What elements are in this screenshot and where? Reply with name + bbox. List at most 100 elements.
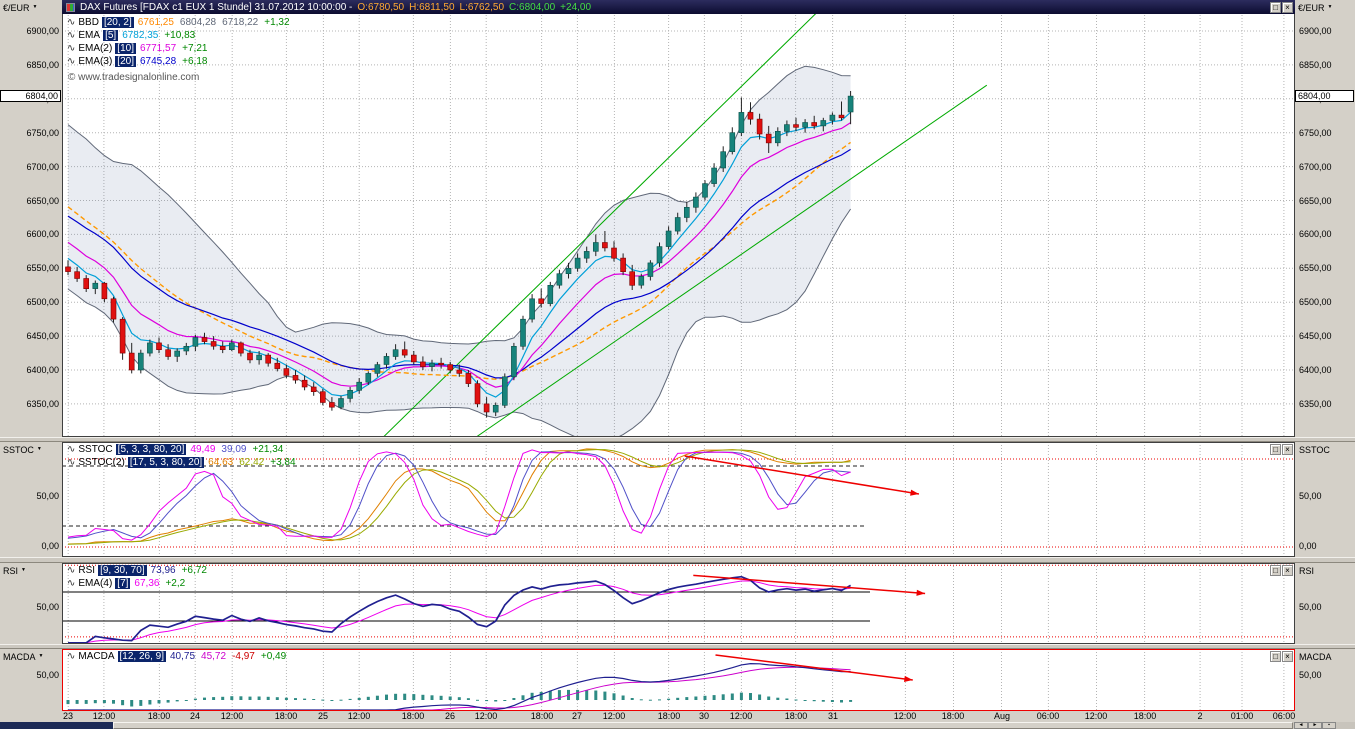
- chevron-down-icon: ▼: [21, 567, 26, 573]
- maximize-button[interactable]: □: [1270, 565, 1281, 576]
- time-axis[interactable]: 23 12:00 18:00 24 12:00 18:00 25 12:00 18:00 26 12…: [62, 711, 1295, 722]
- legend-name: SSTOC: [78, 444, 113, 455]
- panel-label-macda-right: MACDA: [1299, 652, 1332, 662]
- price-axis-left[interactable]: €/EUR ▼ 6804,00 6900,006850,006800,00675…: [0, 0, 62, 437]
- chevron-down-icon: ▼: [38, 653, 44, 659]
- legend-row-ema(4)[interactable]: ∿ EMA(4) [7] 67,36 +2,2: [67, 577, 213, 590]
- legend-params[interactable]: [5, 3, 3, 80, 20]: [115, 444, 187, 455]
- macda-axis-left[interactable]: MACDA ▼ 50,00: [0, 649, 62, 711]
- legend-row-ema(3)[interactable]: ∿ EMA(3) [20] 6745,28 +6,18: [67, 55, 296, 68]
- time-label: 24: [189, 711, 201, 721]
- price-label: 6500,00: [1299, 297, 1332, 307]
- scroll-left-button[interactable]: ◄: [1294, 722, 1308, 729]
- scroll-grip-button[interactable]: ▪: [1322, 722, 1336, 729]
- title-part: +24,00: [560, 1, 592, 13]
- close-button[interactable]: ×: [1282, 2, 1293, 13]
- time-label: 18:00: [147, 711, 171, 721]
- instrument-selector-left[interactable]: €/EUR ▼: [3, 2, 37, 13]
- price-label: 6700,00: [1299, 162, 1332, 172]
- legend-row-bbd[interactable]: ∿ BBD [20, 2] 6761,25 6804,28 6718,22 +1,32: [67, 16, 296, 29]
- title-part: L:6762,50: [459, 1, 505, 13]
- legend-name: EMA(4): [78, 578, 113, 589]
- legend-row-ema(2)[interactable]: ∿ EMA(2) [10] 6771,57 +7,21: [67, 42, 296, 55]
- legend-value: 6771,57: [139, 43, 177, 54]
- rsi-axis-left[interactable]: RSI ▼ 50,00: [0, 563, 62, 644]
- rsi-axis-right[interactable]: RSI 50,00: [1295, 563, 1355, 644]
- rsi-chart[interactable]: [62, 563, 1295, 644]
- maximize-button[interactable]: □: [1270, 651, 1281, 662]
- legend-row-ema[interactable]: ∿ EMA [5] 6782,35 +10,83: [67, 29, 296, 42]
- rsi-panel: RSI ▼ 50,00 ∿ RSI [9, 30, 70] 73,96 +6,72 ∿ EM…: [0, 563, 1355, 644]
- legend-value: 45,72: [201, 651, 227, 662]
- scale-label: 50,00: [36, 491, 59, 501]
- price-label: 6600,00: [1299, 229, 1332, 239]
- panel-splitter[interactable]: [0, 644, 1355, 649]
- legend-params[interactable]: [20]: [115, 56, 136, 67]
- indicator-icon: ∿: [67, 56, 76, 67]
- instrument-selector-label: €/EUR: [1298, 2, 1325, 13]
- panel-selector-sstoc[interactable]: SSTOC ▼: [3, 444, 42, 455]
- chart-titlebar[interactable]: DAX Futures [FDAX c1 EUX 1 Stunde] 31.07…: [62, 0, 1295, 14]
- panel-selector-macda[interactable]: MACDA ▼: [3, 651, 43, 662]
- legend-params[interactable]: [5]: [103, 30, 119, 41]
- macda-axis-right[interactable]: MACDA 50,00: [1295, 649, 1355, 711]
- close-button[interactable]: ×: [1282, 444, 1293, 455]
- legend-row-macda[interactable]: ∿ MACDA [12, 26, 9] 40,75 45,72 -4,97 +0,49: [67, 650, 292, 663]
- panel-splitter[interactable]: [0, 557, 1355, 563]
- scrollbar-thumb[interactable]: [113, 722, 1293, 729]
- panel-selector-rsi[interactable]: RSI ▼: [3, 565, 26, 576]
- price-label: 6750,00: [26, 128, 59, 138]
- time-label: 18:00: [401, 711, 425, 721]
- title-part: O:6780,50: [357, 1, 405, 13]
- instrument-selector-right[interactable]: €/EUR ▼: [1298, 2, 1332, 13]
- legend-row-rsi[interactable]: ∿ RSI [9, 30, 70] 73,96 +6,72: [67, 564, 213, 577]
- price-label: 6850,00: [1299, 60, 1332, 70]
- panel-selector-label: RSI: [3, 565, 19, 576]
- time-label: 30: [698, 711, 710, 721]
- legend-name: SSTOC(2): [78, 457, 125, 468]
- legend-row-sstoc[interactable]: ∿ SSTOC [5, 3, 3, 80, 20] 49,49 39,09 +21,34: [67, 443, 302, 456]
- sstoc-panel: SSTOC ▼ 50,00 0,00 ∿ SSTOC [5, 3, 3, 80, 20…: [0, 442, 1355, 557]
- price-label: 6750,00: [1299, 128, 1332, 138]
- price-label: 6850,00: [26, 60, 59, 70]
- scale-label: 0,00: [41, 541, 59, 551]
- close-button[interactable]: ×: [1282, 651, 1293, 662]
- price-axis-right[interactable]: €/EUR ▼ 6804,00 6900,006850,006800,00675…: [1295, 0, 1355, 437]
- scrollbar-left-block: [0, 722, 113, 729]
- maximize-button[interactable]: □: [1270, 2, 1281, 13]
- sstoc-axis-right[interactable]: SSTOC 50,00 0,00: [1295, 442, 1355, 557]
- price-label: 6650,00: [1299, 196, 1332, 206]
- legend-value: 6782,35: [122, 30, 159, 41]
- price-label: 6650,00: [26, 196, 59, 206]
- legend-params[interactable]: [17, 5, 3, 80, 20]: [127, 457, 205, 468]
- macda-legend: ∿ MACDA [12, 26, 9] 40,75 45,72 -4,97 +0,49: [67, 650, 292, 663]
- panel-selector-label: SSTOC: [3, 444, 34, 455]
- instrument-selector-label: €/EUR: [3, 2, 30, 13]
- scroll-right-button[interactable]: ►: [1308, 722, 1322, 729]
- legend-value: +21,34: [252, 444, 284, 455]
- legend-params[interactable]: [7]: [115, 578, 131, 589]
- legend-value: 6804,28: [179, 17, 217, 28]
- scrollbar-row: ◄ ► ▪: [0, 722, 1355, 729]
- sstoc-axis-left[interactable]: SSTOC ▼ 50,00 0,00: [0, 442, 62, 557]
- instrument-icon: [66, 2, 75, 12]
- legend-value: +10,83: [164, 30, 196, 41]
- time-label: 12:00: [893, 711, 917, 721]
- maximize-button[interactable]: □: [1270, 444, 1281, 455]
- sstoc-chart[interactable]: [62, 442, 1295, 557]
- legend-params[interactable]: [10]: [115, 43, 136, 54]
- macda-panel: MACDA ▼ 50,00 ∿ MACDA [12, 26, 9] 40,75 45,7…: [0, 649, 1355, 711]
- macda-chart[interactable]: [62, 649, 1295, 711]
- panel-splitter[interactable]: [0, 437, 1355, 442]
- price-label: 6500,00: [26, 297, 59, 307]
- close-button[interactable]: ×: [1282, 565, 1293, 576]
- legend-row-sstoc(2)[interactable]: ∿ SSTOC(2) [17, 5, 3, 80, 20] 64,63 62,42 +3,…: [67, 456, 302, 469]
- last-price-box-left: 6804,00: [0, 90, 61, 102]
- legend-name: MACDA: [78, 651, 115, 662]
- price-label: 6350,00: [26, 399, 59, 409]
- sstoc-plot: ∿ SSTOC [5, 3, 3, 80, 20] 49,49 39,09 +21,34 ∿…: [62, 442, 1295, 557]
- legend-params[interactable]: [20, 2]: [101, 17, 134, 28]
- legend-params[interactable]: [9, 30, 70]: [98, 565, 147, 576]
- candlestick-chart[interactable]: [62, 0, 1295, 437]
- legend-params[interactable]: [12, 26, 9]: [117, 651, 166, 662]
